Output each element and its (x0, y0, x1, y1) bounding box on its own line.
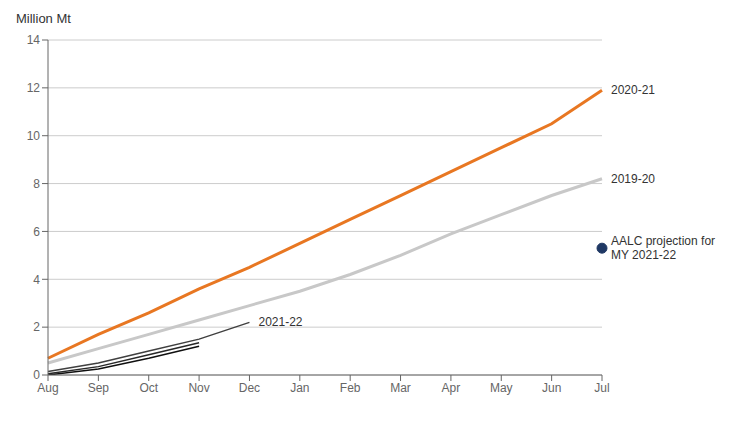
svg-text:Jan: Jan (290, 381, 309, 395)
svg-text:May: May (490, 381, 513, 395)
svg-text:0: 0 (33, 368, 40, 382)
svg-text:8: 8 (33, 177, 40, 191)
svg-text:4: 4 (33, 273, 40, 287)
html-text:Million Mt: Million Mt (16, 11, 71, 26)
svg-text:2: 2 (33, 320, 40, 334)
svg-text:Sep: Sep (88, 381, 110, 395)
svg-text:14: 14 (27, 33, 41, 47)
svg-text:10: 10 (27, 129, 41, 143)
svg-text:Aug: Aug (37, 381, 58, 395)
svg-text:AALC projection forMY 2021-22: AALC projection forMY 2021-22 (611, 234, 715, 262)
svg-text:Oct: Oct (139, 381, 158, 395)
svg-text:2019-20: 2019-20 (611, 172, 655, 186)
svg-text:6: 6 (33, 225, 40, 239)
svg-text:2021-22: 2021-22 (258, 315, 302, 329)
svg-text:12: 12 (27, 81, 41, 95)
svg-text:Apr: Apr (442, 381, 461, 395)
svg-text:2020-21: 2020-21 (611, 83, 655, 97)
svg-text:Mar: Mar (390, 381, 411, 395)
svg-text:Nov: Nov (188, 381, 209, 395)
svg-text:Feb: Feb (340, 381, 361, 395)
svg-text:Dec: Dec (239, 381, 260, 395)
svg-text:Jun: Jun (542, 381, 561, 395)
svg-text:Jul: Jul (594, 381, 609, 395)
